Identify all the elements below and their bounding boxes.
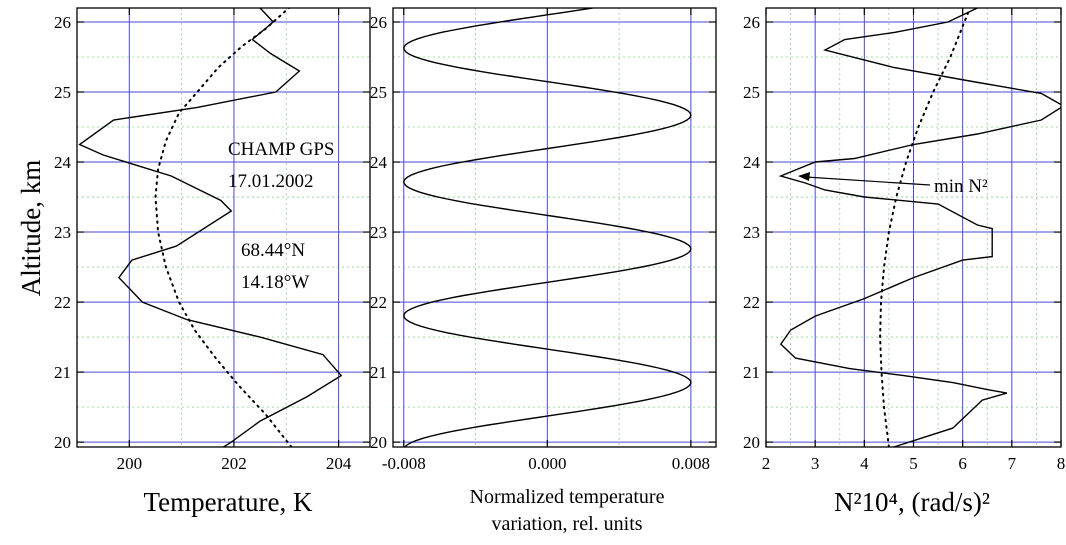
series-line-solid <box>778 8 1061 447</box>
annotation-arrow-line <box>805 176 931 186</box>
y-tick-label: 20 <box>54 433 71 452</box>
series-line-solid <box>403 8 692 447</box>
x-tick-label: 0.000 <box>528 454 566 473</box>
y-tick-label: 26 <box>743 13 760 32</box>
y-tick-label: 23 <box>54 223 71 242</box>
x-tick-label: 0.008 <box>672 454 710 473</box>
annotation-date: 17.01.2002 <box>228 171 314 192</box>
series-line-dotted <box>154 8 293 447</box>
y-tick-label: 25 <box>743 83 760 102</box>
temperature-panel: 200 202 204 20 21 22 23 24 25 26 <box>54 7 371 473</box>
y-tick-label: 23 <box>370 223 387 242</box>
plot-frame <box>392 7 717 448</box>
y-tick-label: 21 <box>54 363 71 382</box>
annotation-lat: 68.44°N <box>241 240 305 261</box>
y-axis-label: Altitude, km <box>16 160 46 297</box>
x-tick-label: 6 <box>958 454 967 473</box>
x-tick-label: 200 <box>117 454 143 473</box>
x-tick-label: 2 <box>762 454 771 473</box>
y-tick-label: 22 <box>743 293 760 312</box>
x-tick-label: 3 <box>811 454 820 473</box>
y-tick-label: 26 <box>370 13 387 32</box>
annotation-lon: 14.18°W <box>241 272 309 293</box>
x-axis-label-normalized-line1: Normalized temperature <box>470 486 665 508</box>
y-tick-label: 21 <box>370 363 387 382</box>
y-tick-label: 21 <box>743 363 760 382</box>
x-tick-label: 7 <box>1008 454 1017 473</box>
series-line-dotted <box>879 8 971 447</box>
normalized-variation-panel: -0.008 0.000 0.008 20 21 22 23 24 25 26 <box>370 7 717 473</box>
series-line-solid <box>78 8 343 447</box>
x-axis-label-buoyancy: N²10⁴, (rad/s)² <box>834 487 990 517</box>
y-tick-label: 22 <box>370 293 387 312</box>
annotation-arrow-head <box>798 172 810 181</box>
y-tick-label: 20 <box>370 433 387 452</box>
plot-frame <box>76 7 371 448</box>
y-tick-label: 24 <box>743 153 761 172</box>
y-tick-label: 24 <box>54 153 72 172</box>
y-tick-label: 25 <box>54 83 71 102</box>
y-tick-label: 24 <box>370 153 388 172</box>
x-axis-label-temperature: Temperature, K <box>143 487 313 517</box>
y-tick-label: 26 <box>54 13 71 32</box>
x-axis-label-normalized-line2: variation, rel. units <box>491 513 642 535</box>
annotation-min-n2: min N² <box>934 176 988 197</box>
x-tick-label: 8 <box>1057 454 1066 473</box>
x-tick-label: -0.008 <box>382 454 426 473</box>
y-tick-label: 20 <box>743 433 760 452</box>
y-tick-label: 23 <box>743 223 760 242</box>
y-tick-label: 25 <box>370 83 387 102</box>
x-tick-label: 204 <box>326 454 352 473</box>
y-tick-label: 22 <box>54 293 71 312</box>
x-tick-label: 4 <box>860 454 869 473</box>
x-tick-label: 202 <box>221 454 247 473</box>
annotation-station: CHAMP GPS <box>228 139 334 160</box>
x-tick-label: 5 <box>909 454 918 473</box>
